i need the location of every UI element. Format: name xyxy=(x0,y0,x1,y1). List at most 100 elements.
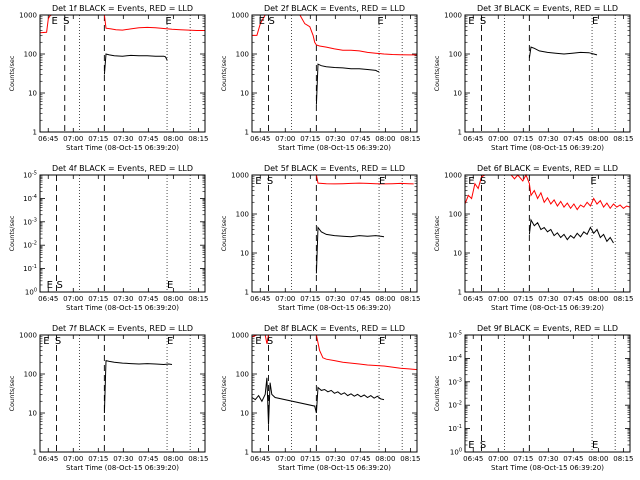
x-tick-label: 07:00 xyxy=(488,135,508,143)
x-tick-label: 07:30 xyxy=(538,295,558,303)
x-tick-label: 06:45 xyxy=(463,135,483,143)
marker-label: E xyxy=(379,176,385,187)
panel-title: Det 6f BLACK = Events, RED = LLD xyxy=(477,164,618,173)
x-tick-label: 07:30 xyxy=(325,295,345,303)
marker-label: S xyxy=(55,336,61,347)
y-tick-label: 1 xyxy=(245,449,249,457)
tick-exponent: -2 xyxy=(457,401,462,407)
plot-frame xyxy=(251,174,418,293)
detector-panel: Det 5f BLACK = Events, RED = LLD Counts/s… xyxy=(220,164,420,312)
x-axis-label: Start Time (08-Oct-15 06:39:20) xyxy=(66,464,179,472)
y-tick-label: 10 xyxy=(240,90,249,98)
marker-label: S xyxy=(267,336,273,347)
panel-title: Det 3f BLACK = Events, RED = LLD xyxy=(477,4,618,13)
x-tick-label: 07:30 xyxy=(538,135,558,143)
y-axis-label: Counts/sec xyxy=(220,55,228,91)
panel-title: Det 8f BLACK = Events, RED = LLD xyxy=(264,324,405,333)
y-tick-label: 100 xyxy=(24,371,37,379)
events-series-line xyxy=(528,46,598,58)
x-tick-label: 08:15 xyxy=(613,295,633,303)
events-series-line xyxy=(103,53,168,75)
x-tick-label: 06:45 xyxy=(463,455,483,463)
x-tick-label: 08:15 xyxy=(188,455,208,463)
tick-exponent: -1 xyxy=(32,264,37,270)
panel-title: Det 7f BLACK = Events, RED = LLD xyxy=(52,324,193,333)
y-tick-label: 1 xyxy=(458,289,462,297)
tick-exponent: 0 xyxy=(459,448,462,454)
x-tick-label: 07:00 xyxy=(275,295,295,303)
y-axis-label: Counts/sec xyxy=(220,375,228,411)
x-tick-label: 08:15 xyxy=(400,295,420,303)
marker-label: E xyxy=(468,176,474,187)
plot-frame xyxy=(39,334,206,453)
y-tick-label: 10-1 xyxy=(448,424,462,433)
marker-label: E xyxy=(468,440,474,451)
y-tick-label: 1 xyxy=(245,289,249,297)
marker-label: E xyxy=(43,336,49,347)
x-tick-label: 08:00 xyxy=(163,135,183,143)
x-tick-label: 07:45 xyxy=(350,455,370,463)
y-tick-label: 1 xyxy=(33,449,37,457)
x-tick-label: 07:15 xyxy=(513,295,533,303)
y-tick-label: 10-4 xyxy=(448,354,462,363)
marker-label: E xyxy=(592,440,598,451)
y-tick-label: 1 xyxy=(458,129,462,137)
detector-panel: Det 7f BLACK = Events, RED = LLD Counts/s… xyxy=(8,324,208,472)
panel-title: Det 2f BLACK = Events, RED = LLD xyxy=(264,4,405,13)
plot-frame xyxy=(251,14,418,133)
x-tick-label: 07:00 xyxy=(275,455,295,463)
y-tick-label: 10 xyxy=(453,90,462,98)
x-tick-label: 06:45 xyxy=(38,135,58,143)
x-tick-label: 07:15 xyxy=(88,455,108,463)
panel-title: Det 4f BLACK = Events, RED = LLD xyxy=(52,164,193,173)
events-series-line xyxy=(528,218,614,244)
marker-label: S xyxy=(267,176,273,187)
events-series-line xyxy=(315,63,380,105)
x-tick-label: 08:00 xyxy=(588,455,608,463)
panel-title: Det 5f BLACK = Events, RED = LLD xyxy=(264,164,405,173)
x-tick-label: 07:00 xyxy=(488,455,508,463)
marker-label: E xyxy=(47,280,53,291)
tick-exponent: -3 xyxy=(457,377,462,383)
detector-panel: Det 1f BLACK = Events, RED = LLD Counts/s… xyxy=(8,4,208,152)
x-tick-label: 07:45 xyxy=(350,295,370,303)
y-tick-label: 10-3 xyxy=(448,377,462,386)
x-tick-label: 07:15 xyxy=(300,455,320,463)
marker-label: S xyxy=(269,16,275,27)
y-tick-label: 10-4 xyxy=(23,194,37,203)
x-axis-label: Start Time (08-Oct-15 06:39:20) xyxy=(491,144,604,152)
y-tick-label: 1000 xyxy=(231,172,249,180)
tick-exponent: -5 xyxy=(457,331,462,337)
x-tick-label: 07:15 xyxy=(513,455,533,463)
y-tick-label: 1 xyxy=(33,129,37,137)
y-axis-label: Counts/sec xyxy=(8,215,16,251)
y-tick-label: 10 xyxy=(240,250,249,258)
detector-panel: Det 8f BLACK = Events, RED = LLD Counts/s… xyxy=(220,324,420,472)
detector-panel: Det 2f BLACK = Events, RED = LLD Counts/s… xyxy=(220,4,420,152)
x-tick-label: 08:15 xyxy=(400,455,420,463)
plot-frame xyxy=(464,174,631,293)
y-tick-label: 100 xyxy=(449,51,462,59)
y-axis-label: Counts/sec xyxy=(220,215,228,251)
y-tick-label: 10-2 xyxy=(23,241,37,250)
tick-exponent: -1 xyxy=(457,424,462,430)
x-tick-label: 07:45 xyxy=(350,135,370,143)
lld-series-line xyxy=(39,14,205,34)
y-tick-label: 100 xyxy=(236,371,249,379)
y-tick-label: 100 xyxy=(25,288,37,297)
y-tick-label: 1000 xyxy=(231,332,249,340)
marker-label: E xyxy=(590,176,596,187)
x-tick-label: 07:30 xyxy=(538,455,558,463)
x-tick-label: 08:00 xyxy=(375,455,395,463)
x-tick-label: 07:30 xyxy=(113,295,133,303)
marker-label: E xyxy=(255,336,261,347)
y-axis-label: Counts/sec xyxy=(8,375,16,411)
lld-series-line xyxy=(252,14,417,56)
x-tick-label: 07:15 xyxy=(300,295,320,303)
x-tick-label: 07:45 xyxy=(138,295,158,303)
x-axis-label: Start Time (08-Oct-15 06:39:20) xyxy=(491,464,604,472)
y-axis-label: Counts/sec xyxy=(433,375,441,411)
detector-panel: Det 4f BLACK = Events, RED = LLD Counts/s… xyxy=(8,164,208,312)
y-axis-label: Counts/sec xyxy=(8,55,16,91)
